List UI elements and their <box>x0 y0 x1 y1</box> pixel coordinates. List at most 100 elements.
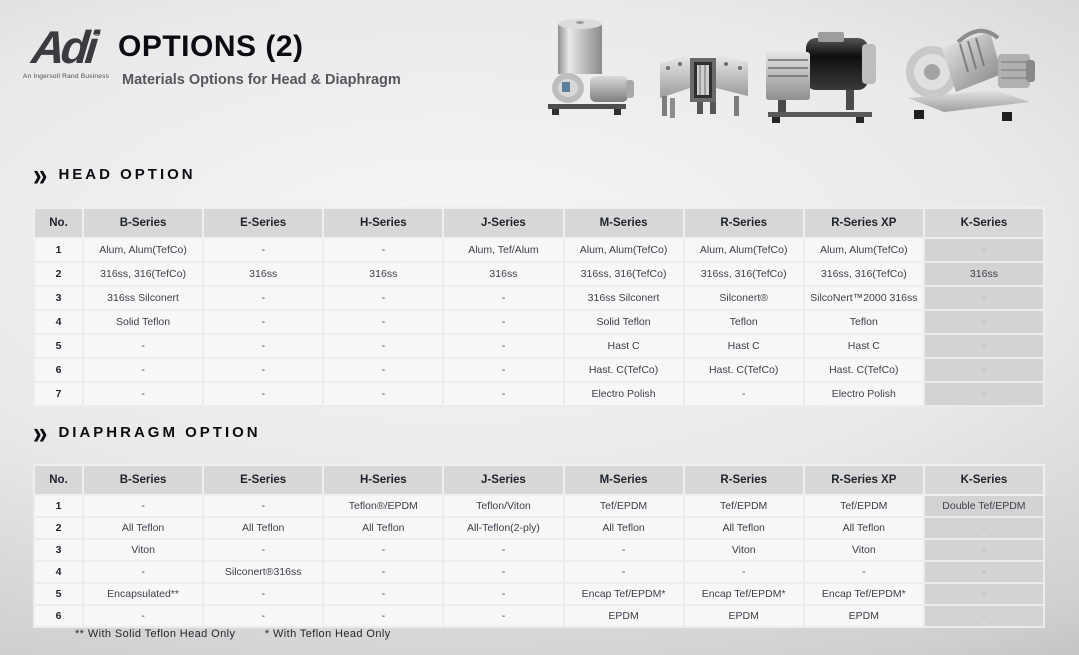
column-header: K-Series <box>922 207 1046 239</box>
column-header: H-Series <box>322 464 445 496</box>
table-cell: - <box>682 560 805 584</box>
row-number: 4 <box>33 309 84 335</box>
table-cell: - <box>322 237 445 263</box>
table-cell: - <box>322 582 445 606</box>
table-cell: 316ss, 316(TefCo) <box>802 261 925 287</box>
diaphragm-option-table: No. B-Series E-Series H-Series J-Series M-Ser… <box>33 464 1046 628</box>
column-header: B-Series <box>81 464 205 496</box>
table-row: 2 All Teflon All Teflon All Teflon All-Teflo… <box>33 516 1046 540</box>
table-cell: - <box>922 604 1046 628</box>
registered-mark-icon: ® <box>93 28 101 38</box>
table-cell: Tef/EPDM <box>562 494 685 518</box>
table-cell: Tef/EPDM <box>802 494 925 518</box>
table-cell: Alum, Alum(TefCo) <box>682 237 805 263</box>
table-cell: - <box>562 560 685 584</box>
row-number: 7 <box>33 381 84 407</box>
column-header: M-Series <box>562 207 685 239</box>
table-cell: Hast C <box>682 333 805 359</box>
product-photo-strip <box>520 8 1040 126</box>
page-subtitle: Materials Options for Head & Diaphragm <box>122 72 401 88</box>
table-cell: Encapsulated** <box>81 582 205 606</box>
table-cell: - <box>322 333 445 359</box>
row-number: 5 <box>33 582 84 606</box>
table-cell: 316ss <box>202 261 325 287</box>
column-header: E-Series <box>202 207 325 239</box>
table-cell: - <box>922 237 1046 263</box>
column-header: H-Series <box>322 207 445 239</box>
table-cell: Hast. C(TefCo) <box>682 357 805 383</box>
table-cell: 316ss <box>322 261 445 287</box>
table-cell: 316ss Silconert <box>562 285 685 311</box>
column-header: K-Series <box>922 464 1046 496</box>
row-number: 6 <box>33 357 84 383</box>
row-number: 1 <box>33 494 84 518</box>
footnote-solid-teflon: ** With Solid Teflon Head Only <box>75 628 236 640</box>
canister-diaphragm-pump-photo <box>548 19 634 115</box>
table-row: 1 Alum, Alum(TefCo) - - Alum, Tef/Alum Alum, … <box>33 237 1046 263</box>
table-cell: Alum, Alum(TefCo) <box>802 237 925 263</box>
table-cell: - <box>442 333 565 359</box>
row-number: 6 <box>33 604 84 628</box>
table-cell: - <box>322 381 445 407</box>
diaphragm-option-heading: » DIAPHRAGM OPTION <box>33 416 261 449</box>
table-cell: - <box>81 381 205 407</box>
table-cell: Teflon <box>682 309 805 335</box>
table-cell: 316ss, 316(TefCo) <box>81 261 205 287</box>
table-cell: - <box>922 582 1046 606</box>
column-header: R-Series <box>682 464 805 496</box>
table-cell: Hast C <box>562 333 685 359</box>
column-header: E-Series <box>202 464 325 496</box>
column-header: R-Series XP <box>802 207 925 239</box>
table-row: 7- - - - Electro Polish - Electro Polish - <box>33 381 1046 407</box>
table-cell: - <box>922 516 1046 540</box>
table-cell: Hast C <box>802 333 925 359</box>
row-number: 2 <box>33 261 84 287</box>
table-row: 3 316ss Silconert - - -316ss Silconert Silcon… <box>33 285 1046 311</box>
table-cell: - <box>922 381 1046 407</box>
head-option-table: No. B-Series E-Series H-Series J-Series M-Ser… <box>33 207 1046 407</box>
table-row: 1- - Teflon®/EPDM Teflon/Viton Tef/EPDM Tef/E… <box>33 494 1046 518</box>
table-cell: - <box>442 285 565 311</box>
table-cell: Teflon®/EPDM <box>322 494 445 518</box>
table-cell: All Teflon <box>202 516 325 540</box>
logo-wordmark: Adi <box>28 21 97 73</box>
table-cell: - <box>81 357 205 383</box>
table-cell: All-Teflon(2-ply) <box>442 516 565 540</box>
column-header: J-Series <box>442 207 565 239</box>
table-cell: - <box>202 309 325 335</box>
table-cell: Viton <box>682 538 805 562</box>
table-cell: - <box>202 237 325 263</box>
table-cell: EPDM <box>802 604 925 628</box>
table-cell: Alum, Alum(TefCo) <box>81 237 205 263</box>
table-cell: EPDM <box>562 604 685 628</box>
table-cell: - <box>442 604 565 628</box>
table-cell: - <box>442 381 565 407</box>
table-cell: - <box>81 494 205 518</box>
table-cell: Viton <box>81 538 205 562</box>
table-cell: - <box>202 604 325 628</box>
table-cell: Solid Teflon <box>81 309 205 335</box>
table-cell: Silconert® <box>682 285 805 311</box>
table-cell: All Teflon <box>682 516 805 540</box>
table-cell: - <box>802 560 925 584</box>
table-row: 6- - - - EPDM EPDM EPDM - <box>33 604 1046 628</box>
row-number: 4 <box>33 560 84 584</box>
table-cell: - <box>442 560 565 584</box>
table-cell: Solid Teflon <box>562 309 685 335</box>
footnotes: ** With Solid Teflon Head Only * With Te… <box>75 628 417 640</box>
table-row: 2 316ss, 316(TefCo) 316ss 316ss 316ss 316ss, … <box>33 261 1046 287</box>
table-row: 5- - - - Hast C Hast C Hast C- <box>33 333 1046 359</box>
table-cell: - <box>202 538 325 562</box>
row-number: 2 <box>33 516 84 540</box>
table-cell: - <box>922 538 1046 562</box>
table-cell: Teflon <box>802 309 925 335</box>
table-header-row: No. B-Series E-Series H-Series J-Series M-Ser… <box>33 464 1046 496</box>
column-header: R-Series <box>682 207 805 239</box>
table-cell: 316ss Silconert <box>81 285 205 311</box>
black-motor-diaphragm-pump-photo <box>766 32 876 123</box>
table-cell: All Teflon <box>562 516 685 540</box>
table-cell: All Teflon <box>322 516 445 540</box>
table-row: 3 Viton - - - - Viton Viton - <box>33 538 1046 562</box>
table-cell: SilcoNert™2000 316ss <box>802 285 925 311</box>
table-cell: Viton <box>802 538 925 562</box>
